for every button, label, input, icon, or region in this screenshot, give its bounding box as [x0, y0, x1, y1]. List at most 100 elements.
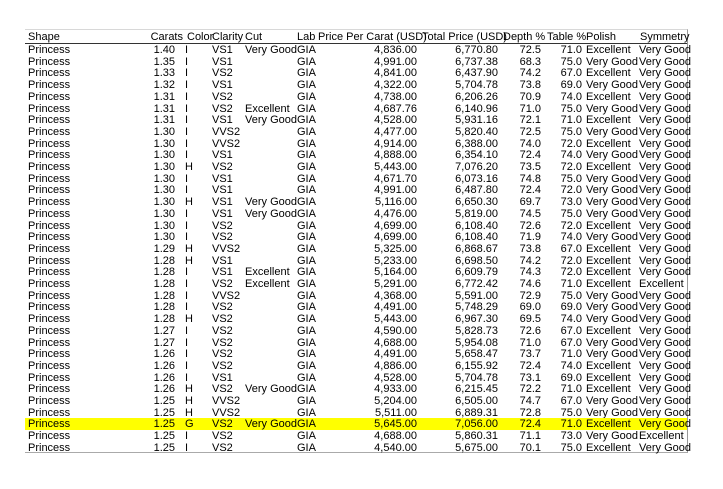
cell-depth[interactable]: 72.4 — [519, 359, 541, 372]
cell-depth[interactable]: 74.2 — [519, 67, 541, 80]
cell-carats[interactable]: 1.26 — [153, 371, 175, 384]
cell-color[interactable]: H — [185, 196, 193, 209]
header-symmetry[interactable]: Symmetry — [640, 31, 690, 43]
cell-clarity[interactable]: VVS2 — [212, 137, 241, 150]
cell-shape[interactable]: Princess — [28, 301, 71, 314]
cell-table[interactable]: 67.0 — [560, 336, 582, 349]
cell-polish[interactable]: Very Good — [586, 395, 638, 407]
cell-polish[interactable]: Very Good — [586, 313, 638, 326]
cell-lab[interactable]: GIA — [297, 278, 316, 290]
cell-clarity[interactable]: VS2 — [212, 278, 233, 290]
cell-price-per-carat[interactable]: 4,368.00 — [374, 289, 417, 302]
cell-polish[interactable]: Very Good — [586, 289, 638, 302]
table-row[interactable]: Princess 1.25 I VS2 GIA 4,688.00 5,860.31 71.1 7… — [25, 430, 687, 442]
cell-total-price[interactable]: 5,820.40 — [455, 125, 498, 138]
cell-cut[interactable]: Excellent — [245, 266, 290, 279]
cell-color[interactable]: G — [185, 418, 194, 431]
table-row[interactable]: Princess 1.28 H VS1 GIA 5,233.00 6,698.50 74.2 7… — [25, 254, 691, 267]
cell-shape[interactable]: Princess — [28, 348, 71, 361]
cell-depth[interactable]: 69.5 — [519, 313, 541, 326]
cell-price-per-carat[interactable]: 4,991.00 — [374, 184, 417, 197]
table-row[interactable]: Princess 1.30 I VVS2 GIA 4,914.00 6,388.00 74.0… — [25, 137, 691, 150]
cell-table[interactable]: 75.0 — [560, 102, 582, 115]
cell-total-price[interactable]: 6,967.30 — [455, 313, 498, 326]
cell-depth[interactable]: 72.5 — [519, 125, 541, 138]
cell-lab[interactable]: GIA — [297, 371, 316, 384]
cell-clarity[interactable]: VS2 — [212, 102, 233, 115]
table-row[interactable]: Princess 1.25 H VVS2 GIA 5,511.00 6,889.31 72.8… — [25, 406, 691, 419]
cell-clarity[interactable]: VS2 — [212, 441, 233, 454]
cell-polish[interactable]: Very Good — [586, 196, 638, 209]
cell-depth[interactable]: 73.8 — [519, 79, 541, 92]
cell-table[interactable]: 72.0 — [560, 266, 582, 279]
cell-shape[interactable]: Princess — [28, 67, 71, 80]
cell-symmetry[interactable]: Very Good — [639, 383, 691, 396]
cell-lab[interactable]: GIA — [297, 231, 316, 244]
cell-depth[interactable]: 70.1 — [519, 441, 541, 454]
cell-price-per-carat[interactable]: 4,476.00 — [374, 207, 417, 220]
table-row[interactable]: Princess 1.40 I VS1 Very Good GIA 4,836.00 6,77… — [25, 44, 691, 56]
cell-total-price[interactable]: 5,954.08 — [455, 336, 498, 349]
cell-total-price[interactable]: 5,828.73 — [455, 324, 498, 337]
cell-depth[interactable]: 74.8 — [519, 172, 541, 185]
cell-color[interactable]: I — [185, 90, 189, 103]
cell-table[interactable]: 74.0 — [560, 231, 582, 244]
cell-price-per-carat[interactable]: 4,687.76 — [374, 102, 417, 115]
cell-clarity[interactable]: VS2 — [212, 418, 233, 431]
cell-polish[interactable]: Excellent — [586, 90, 631, 103]
cell-depth[interactable]: 74.5 — [519, 207, 541, 220]
cell-table[interactable]: 72.0 — [560, 184, 582, 197]
cell-carats[interactable]: 1.30 — [153, 207, 175, 220]
cell-carats[interactable]: 1.31 — [153, 114, 175, 127]
cell-carats[interactable]: 1.26 — [153, 383, 175, 396]
cell-carats[interactable]: 1.26 — [153, 348, 175, 361]
cell-lab[interactable]: GIA — [297, 207, 316, 220]
table-row-highlighted[interactable]: Princess 1.25 G VS2 Very Good GIA 5,645.00 7,05… — [25, 418, 691, 431]
cell-total-price[interactable]: 6,698.50 — [455, 254, 498, 267]
cell-color[interactable]: I — [185, 336, 189, 349]
cell-carats[interactable]: 1.27 — [153, 324, 175, 337]
cell-color[interactable]: I — [185, 301, 189, 314]
cell-depth[interactable]: 71.0 — [519, 102, 541, 115]
cell-table[interactable]: 75.0 — [560, 125, 582, 138]
cell-symmetry[interactable]: Very Good — [639, 231, 691, 244]
cell-clarity[interactable]: VS2 — [212, 161, 233, 173]
cell-total-price[interactable]: 5,658.47 — [455, 348, 498, 361]
cell-depth[interactable]: 73.7 — [519, 348, 541, 361]
cell-price-per-carat[interactable]: 5,116.00 — [374, 196, 417, 209]
cell-color[interactable]: I — [185, 102, 189, 115]
cell-table[interactable]: 74.0 — [560, 149, 582, 162]
cell-clarity[interactable]: VS2 — [212, 430, 233, 443]
table-row[interactable]: Princess 1.31 I VS2 Excellent GIA 4,687.76 6,14… — [25, 102, 691, 115]
cell-polish[interactable]: Very Good — [586, 102, 638, 115]
table-row[interactable]: Princess 1.31 I VS2 GIA 4,738.00 6,206.26 70.9 7… — [25, 90, 691, 103]
cell-depth[interactable]: 69.0 — [519, 301, 541, 314]
cell-symmetry[interactable]: Very Good — [639, 90, 691, 103]
cell-carats[interactable]: 1.25 — [153, 395, 175, 407]
cell-symmetry[interactable]: Very Good — [639, 324, 691, 337]
cell-clarity[interactable]: VS2 — [212, 336, 233, 349]
cell-symmetry[interactable]: Very Good — [639, 266, 691, 279]
cell-depth[interactable]: 72.2 — [519, 383, 541, 396]
cell-polish[interactable]: Excellent — [586, 266, 631, 279]
cell-clarity[interactable]: VS1 — [212, 254, 233, 267]
table-row[interactable]: Princess 1.30 H VS1 Very Good GIA 5,116.00 6,65… — [25, 196, 691, 209]
cell-polish[interactable]: Very Good — [586, 184, 638, 197]
cell-shape[interactable]: Princess — [28, 242, 71, 255]
cell-lab[interactable]: GIA — [297, 359, 316, 372]
table-row[interactable]: Princess 1.30 I VS2 GIA 4,699.00 6,108.40 72.6 7… — [25, 220, 691, 232]
cell-carats[interactable]: 1.26 — [153, 359, 175, 372]
cell-lab[interactable]: GIA — [297, 289, 316, 302]
cell-shape[interactable]: Princess — [28, 406, 71, 419]
cell-polish[interactable]: Excellent — [586, 242, 631, 255]
cell-price-per-carat[interactable]: 5,645.00 — [374, 418, 417, 431]
cell-carats[interactable]: 1.25 — [153, 441, 175, 454]
cell-shape[interactable]: Princess — [28, 383, 71, 396]
cell-symmetry[interactable]: Excellent — [639, 430, 684, 443]
cell-price-per-carat[interactable]: 5,511.00 — [374, 406, 417, 419]
cell-lab[interactable]: GIA — [297, 430, 316, 443]
cell-table[interactable]: 67.0 — [560, 324, 582, 337]
cell-carats[interactable]: 1.35 — [153, 55, 175, 68]
table-row[interactable]: Princess 1.33 I VS2 GIA 4,841.00 6,437.90 74.2 6… — [25, 67, 691, 80]
cell-polish[interactable]: Very Good — [586, 172, 638, 185]
